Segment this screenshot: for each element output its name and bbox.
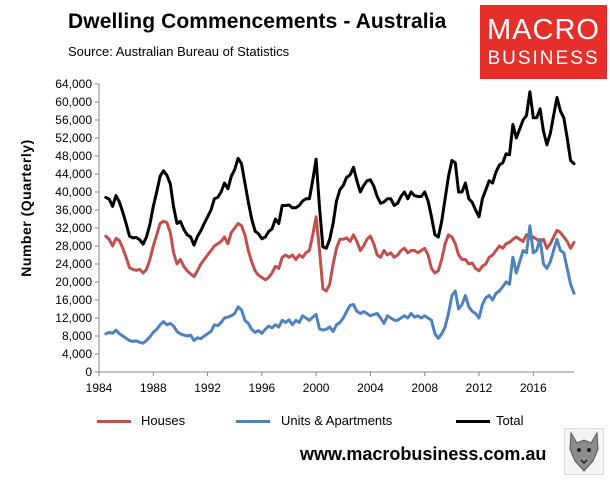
y-tick-label: 56,000 xyxy=(55,113,92,127)
y-tick-label: 8,000 xyxy=(62,329,92,343)
x-tick-label: 2012 xyxy=(466,381,493,395)
y-tick-label: 24,000 xyxy=(55,257,92,271)
y-tick-label: 20,000 xyxy=(55,275,92,289)
series-line-total xyxy=(104,90,576,250)
legend-label-total: Total xyxy=(496,413,524,428)
y-tick-label: 32,000 xyxy=(55,221,92,235)
y-tick-label: 36,000 xyxy=(55,203,92,217)
x-tick-label: 2008 xyxy=(411,381,438,395)
y-tick-label: 48,000 xyxy=(55,149,92,163)
y-tick-label: 44,000 xyxy=(55,167,92,181)
y-tick-label: 52,000 xyxy=(55,131,92,145)
y-tick-label: 28,000 xyxy=(55,239,92,253)
logo-line1: MACRO xyxy=(487,14,600,46)
legend-swatch-houses xyxy=(97,420,131,423)
series-line-units-apartments xyxy=(104,224,576,345)
x-tick-label: 2016 xyxy=(520,381,547,395)
chart-title: Dwelling Commencements - Australia xyxy=(68,10,447,33)
y-tick-label: 60,000 xyxy=(55,95,92,109)
logo-line2: BUSINESS xyxy=(487,48,600,69)
y-tick-label: 4,000 xyxy=(62,347,92,361)
x-tick-label: 1992 xyxy=(194,381,221,395)
y-tick-label: 40,000 xyxy=(55,185,92,199)
x-tick-label: 2004 xyxy=(357,381,384,395)
legend-label-houses: Houses xyxy=(141,413,186,428)
legend-swatch-total xyxy=(456,420,490,423)
macrobusiness-logo: MACRO BUSINESS xyxy=(480,5,607,79)
x-tick-label: 1996 xyxy=(249,381,276,395)
y-tick-label: 0 xyxy=(85,365,92,379)
wolf-mascot-icon xyxy=(564,428,604,475)
x-tick-label: 2000 xyxy=(303,381,330,395)
legend-swatch-units xyxy=(236,420,270,423)
y-tick-label: 16,000 xyxy=(55,293,92,307)
legend-label-units: Units & Apartments xyxy=(281,413,393,428)
x-tick-label: 1988 xyxy=(140,381,167,395)
series-line-houses xyxy=(104,215,576,293)
y-tick-label: 64,000 xyxy=(55,77,92,91)
x-tick-label: 1984 xyxy=(86,381,113,395)
website-url[interactable]: www.macrobusiness.com.au xyxy=(300,444,547,464)
chart-axes: 0 4,000 8,000 12,000 16,000 20,000 24,000 28,00… xyxy=(55,77,574,395)
chart-source: Source: Australian Bureau of Statistics xyxy=(68,44,290,59)
chart-series xyxy=(104,90,576,345)
y-tick-label: 12,000 xyxy=(55,311,92,325)
